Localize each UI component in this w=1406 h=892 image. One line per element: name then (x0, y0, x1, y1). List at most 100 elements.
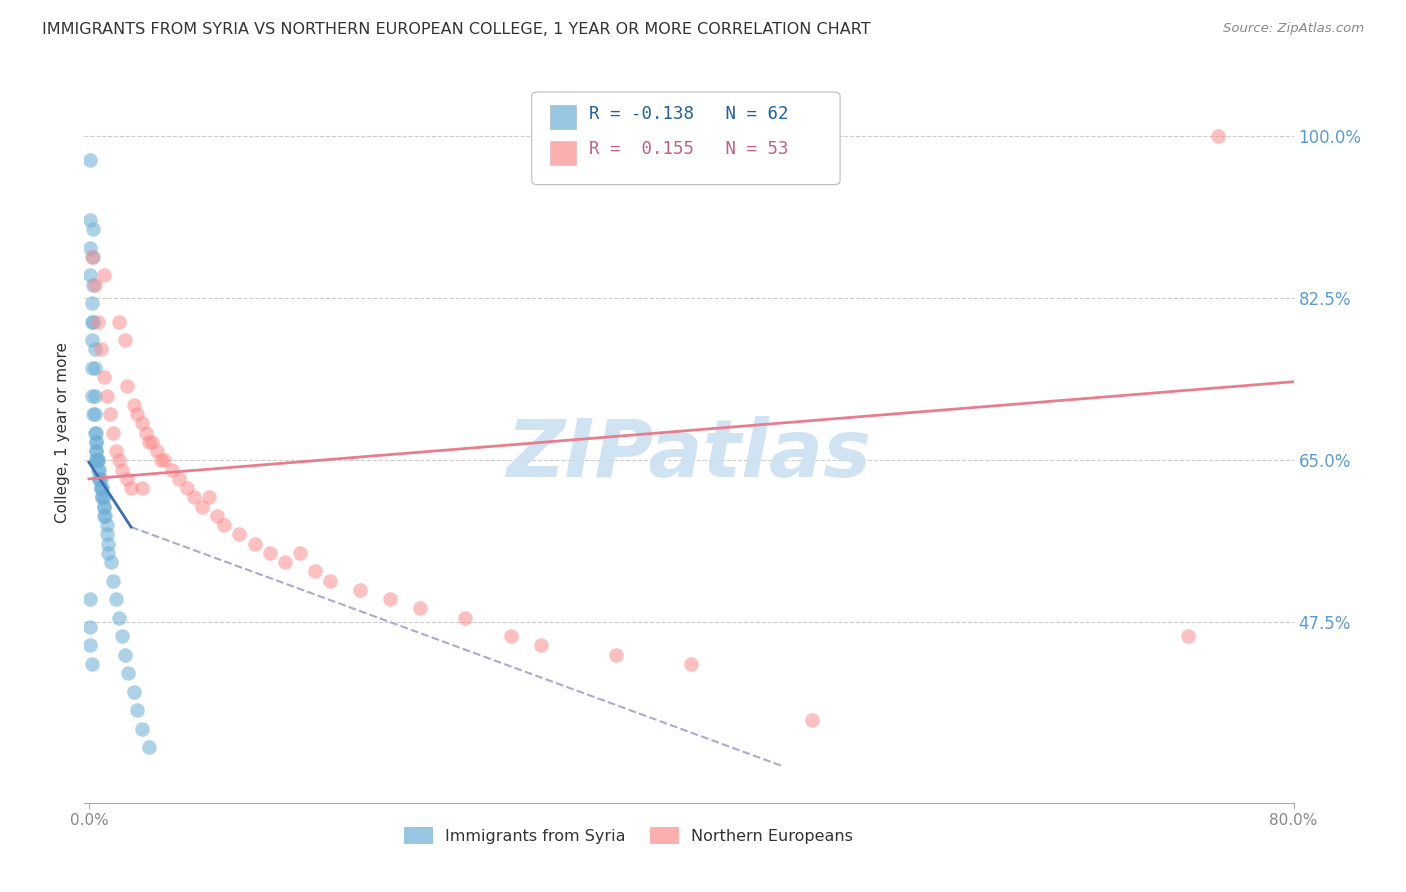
Point (131, 722, 153, 736)
Point (82, 250, 104, 264)
Point (108, 453, 131, 467)
Point (79, 212, 101, 227)
Point (89, 472, 111, 486)
Point (96, 389, 118, 403)
Point (114, 333, 136, 347)
Point (79, 153, 101, 167)
Point (79, 240, 101, 255)
Point (80, 389, 103, 403)
Point (288, 546, 311, 560)
Point (108, 611, 131, 625)
Point (115, 472, 138, 486)
Point (94, 508, 117, 523)
Text: R =  0.155   N = 53: R = 0.155 N = 53 (589, 140, 789, 158)
Point (131, 417, 153, 431)
Point (86, 434, 108, 449)
Point (80, 657, 103, 671)
Point (87, 453, 110, 467)
Point (87, 462, 110, 476)
Point (89, 472, 111, 486)
Point (80, 360, 103, 375)
Point (83, 360, 105, 375)
Point (800, 713, 823, 727)
Point (79, 639, 101, 653)
Point (160, 462, 183, 476)
Point (83, 277, 105, 292)
Point (198, 491, 221, 505)
Point (93, 500, 115, 514)
FancyBboxPatch shape (550, 105, 576, 129)
Point (499, 629, 522, 643)
Point (304, 565, 326, 579)
Point (83, 343, 105, 357)
Point (454, 611, 477, 625)
Point (125, 703, 148, 717)
Point (93, 508, 115, 523)
Point (86, 444, 108, 458)
Point (82, 315, 104, 329)
Point (93, 268, 115, 283)
Point (83, 425, 105, 440)
Point (93, 500, 115, 514)
Text: ZIPatlas: ZIPatlas (506, 416, 872, 494)
Point (80, 296, 103, 310)
Point (153, 453, 176, 467)
Point (80, 333, 103, 347)
Point (79, 592, 101, 607)
Point (80, 315, 103, 329)
Text: R = -0.138   N = 62: R = -0.138 N = 62 (589, 104, 789, 122)
Point (167, 472, 190, 486)
Point (87, 453, 110, 467)
Point (89, 462, 111, 476)
Point (259, 546, 281, 560)
Point (91, 491, 114, 505)
Point (135, 425, 157, 440)
Point (125, 407, 148, 421)
Point (138, 434, 160, 449)
Point (205, 508, 228, 523)
Point (91, 491, 114, 505)
Point (191, 500, 214, 514)
Point (86, 425, 108, 440)
Point (80, 250, 103, 264)
Point (93, 370, 115, 384)
Point (530, 639, 553, 653)
Point (101, 574, 124, 588)
Point (90, 343, 112, 357)
Point (111, 629, 134, 643)
Point (86, 434, 108, 449)
Point (97, 546, 120, 560)
Point (90, 481, 112, 495)
Point (138, 740, 160, 755)
Legend: Immigrants from Syria, Northern Europeans: Immigrants from Syria, Northern European… (398, 821, 859, 850)
Point (122, 398, 145, 412)
FancyBboxPatch shape (531, 92, 841, 185)
Point (86, 453, 108, 467)
Point (409, 601, 432, 615)
Point (131, 481, 153, 495)
Point (101, 425, 124, 440)
Point (378, 592, 401, 607)
Point (82, 407, 104, 421)
Point (120, 481, 142, 495)
Point (98, 407, 121, 421)
Point (1206, 129, 1229, 144)
Point (243, 536, 266, 550)
Point (79, 268, 101, 283)
Point (108, 315, 131, 329)
Point (150, 453, 173, 467)
Text: Source: ZipAtlas.com: Source: ZipAtlas.com (1223, 22, 1364, 36)
Y-axis label: College, 1 year or more: College, 1 year or more (55, 343, 70, 523)
Point (104, 444, 127, 458)
Point (96, 518, 118, 533)
Point (104, 592, 127, 607)
Point (90, 472, 112, 486)
Point (605, 648, 627, 662)
Point (86, 453, 108, 467)
Point (83, 407, 105, 421)
Point (91, 481, 114, 495)
Point (114, 648, 136, 662)
Point (117, 666, 139, 681)
Point (82, 222, 104, 236)
Point (1177, 629, 1199, 643)
